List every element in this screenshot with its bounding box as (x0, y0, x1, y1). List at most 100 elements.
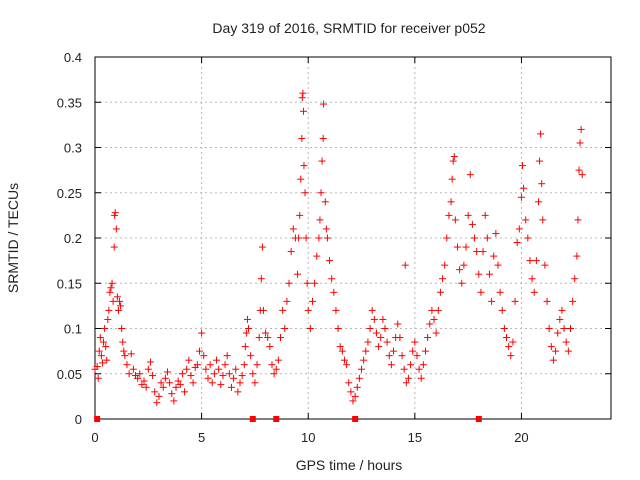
data-point (400, 365, 408, 373)
gap-marker (475, 416, 482, 422)
data-point (439, 275, 447, 283)
data-point (318, 157, 326, 165)
data-point (120, 347, 128, 355)
data-point (243, 315, 251, 323)
data-point (552, 347, 560, 355)
data-point (511, 297, 519, 305)
data-point (98, 359, 106, 367)
x-tick-label: 10 (301, 430, 315, 445)
data-point (306, 325, 314, 332)
data-point (517, 193, 525, 201)
data-point (255, 334, 263, 342)
data-point (448, 175, 456, 183)
data-point (227, 383, 235, 391)
data-point (347, 388, 355, 396)
data-point (215, 365, 223, 373)
data-point (554, 329, 562, 337)
data-point (189, 379, 197, 387)
data-point (300, 107, 308, 115)
y-tick-label: 0.35 (57, 95, 82, 110)
data-point (149, 372, 157, 380)
data-point (266, 343, 274, 351)
data-point (172, 383, 180, 391)
data-point (349, 397, 357, 405)
data-point (547, 343, 555, 351)
data-point (315, 234, 323, 242)
data-point (394, 320, 402, 328)
data-point (473, 248, 481, 256)
data-point (264, 334, 272, 342)
data-point (234, 388, 242, 396)
data-point (104, 315, 112, 323)
data-point (168, 390, 176, 398)
data-point (289, 225, 297, 233)
data-point (257, 275, 265, 283)
data-point (313, 252, 321, 260)
data-point (213, 356, 221, 364)
data-point (195, 347, 203, 355)
axis-ticks (94, 56, 611, 420)
data-point (159, 383, 167, 391)
data-point (424, 334, 432, 342)
data-points (91, 89, 586, 407)
data-point (387, 361, 395, 369)
data-point (330, 288, 338, 296)
data-point (576, 139, 584, 147)
data-point (223, 352, 231, 360)
data-point (287, 248, 295, 256)
data-point (185, 356, 193, 364)
data-point (462, 243, 470, 251)
data-point (241, 343, 249, 351)
data-point (105, 306, 113, 314)
data-point (285, 279, 293, 287)
data-point (308, 297, 316, 305)
data-point (481, 211, 489, 219)
data-point (240, 361, 248, 369)
data-point (245, 325, 253, 332)
x-axis-label: GPS time / hours (296, 457, 403, 473)
data-point (249, 370, 257, 378)
data-point (436, 288, 444, 296)
data-point (332, 306, 340, 314)
data-point (447, 198, 455, 206)
data-point (232, 365, 240, 373)
data-point (236, 379, 244, 387)
data-point (242, 329, 250, 337)
data-point (488, 297, 496, 305)
data-point (456, 266, 464, 274)
data-point (574, 216, 582, 224)
data-point (336, 343, 344, 351)
data-point (322, 225, 330, 233)
data-point (107, 284, 115, 292)
data-point (301, 189, 309, 197)
data-point (155, 392, 163, 400)
data-point (274, 356, 282, 364)
data-point (204, 374, 212, 382)
data-point (338, 347, 346, 355)
data-point (366, 325, 374, 332)
data-point (340, 356, 348, 364)
data-point (183, 365, 191, 373)
data-point (507, 352, 515, 360)
data-point (503, 334, 511, 342)
data-point (187, 372, 195, 380)
data-point (106, 288, 114, 296)
data-point (153, 399, 161, 407)
data-point (522, 216, 530, 224)
data-point (103, 356, 111, 364)
data-point (496, 288, 504, 296)
data-point (294, 270, 302, 278)
data-point (539, 216, 547, 224)
data-point (417, 374, 425, 382)
data-point (166, 379, 174, 387)
data-point (193, 361, 201, 369)
data-point (458, 279, 466, 287)
data-point (317, 189, 325, 197)
data-point (509, 338, 517, 346)
data-point (111, 209, 119, 217)
data-point (549, 356, 557, 364)
data-point (355, 374, 363, 382)
data-point (368, 306, 376, 314)
gap-marker (249, 416, 256, 422)
chart-title: Day 319 of 2016, SRMTID for receiver p05… (212, 20, 485, 36)
